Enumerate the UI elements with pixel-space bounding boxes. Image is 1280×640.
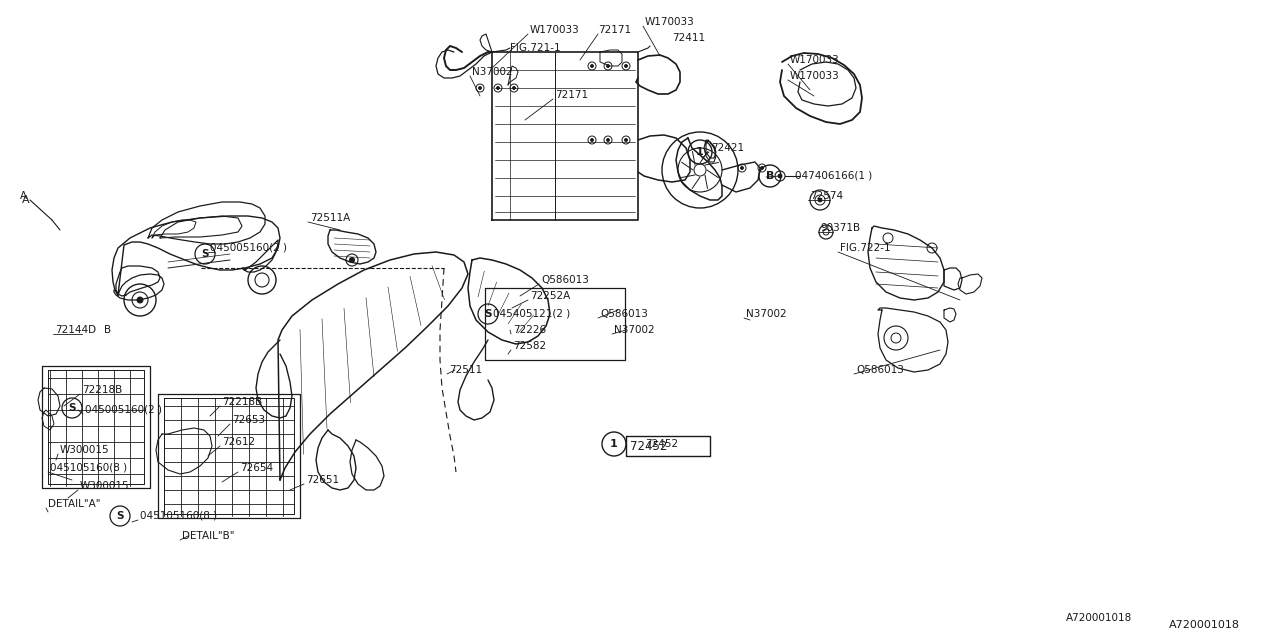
Text: A720001018: A720001018 [1169, 620, 1240, 630]
Text: Q586013: Q586013 [541, 275, 589, 285]
Text: 72582: 72582 [513, 341, 547, 351]
Text: 72171: 72171 [556, 90, 588, 100]
Text: W170033: W170033 [790, 55, 840, 65]
Text: 045105160(8 ): 045105160(8 ) [50, 463, 127, 473]
Text: 1: 1 [696, 147, 704, 157]
Text: 045105160(8 ): 045105160(8 ) [140, 511, 218, 521]
Text: W170033: W170033 [645, 17, 695, 27]
Text: 047406166(1 ): 047406166(1 ) [795, 170, 872, 180]
Circle shape [349, 257, 355, 262]
Text: 045005160(2 ): 045005160(2 ) [210, 243, 287, 253]
Circle shape [760, 166, 763, 170]
Text: 045005160(2 ): 045005160(2 ) [84, 405, 163, 415]
Circle shape [497, 86, 499, 90]
Text: 72654: 72654 [241, 463, 273, 473]
Text: 72171: 72171 [598, 25, 631, 35]
Text: S: S [201, 249, 209, 259]
Circle shape [741, 166, 744, 170]
Text: Q586013: Q586013 [600, 309, 648, 319]
Text: FIG.721-1: FIG.721-1 [509, 43, 561, 53]
Text: 72452: 72452 [630, 440, 667, 452]
Circle shape [590, 138, 594, 141]
Text: N37002: N37002 [472, 67, 512, 77]
Text: DETAIL"B": DETAIL"B" [182, 531, 234, 541]
Text: 72252A: 72252A [530, 291, 571, 301]
Text: B: B [765, 171, 774, 181]
Text: 72653: 72653 [232, 415, 265, 425]
Text: 72144D: 72144D [55, 325, 96, 335]
Circle shape [607, 65, 609, 67]
Text: S: S [484, 309, 492, 319]
Text: A: A [20, 191, 27, 201]
Text: 72574: 72574 [810, 191, 844, 201]
Text: W300015: W300015 [79, 481, 129, 491]
Circle shape [625, 138, 627, 141]
Text: 72218B: 72218B [221, 397, 262, 407]
Circle shape [625, 65, 627, 67]
Text: Q586013: Q586013 [856, 365, 904, 375]
Text: S: S [116, 511, 124, 521]
Text: 72218B: 72218B [82, 385, 123, 395]
Circle shape [590, 65, 594, 67]
Text: 72511A: 72511A [310, 213, 351, 223]
Circle shape [512, 86, 516, 90]
Circle shape [137, 297, 143, 303]
Text: 90371B: 90371B [820, 223, 860, 233]
Text: B: B [104, 325, 111, 335]
Text: W170033: W170033 [790, 71, 840, 81]
Circle shape [694, 164, 707, 176]
Text: 72411: 72411 [672, 33, 705, 43]
Text: W170033: W170033 [530, 25, 580, 35]
Text: W300015: W300015 [60, 445, 110, 455]
Text: S: S [68, 403, 76, 413]
Text: N37002: N37002 [746, 309, 787, 319]
Text: 1: 1 [611, 439, 618, 449]
Circle shape [818, 198, 822, 202]
Text: FIG.722-1: FIG.722-1 [840, 243, 891, 253]
Text: 72452: 72452 [645, 439, 678, 449]
Text: 72226: 72226 [513, 325, 547, 335]
Circle shape [778, 174, 782, 178]
Circle shape [479, 86, 481, 90]
Text: A720001018: A720001018 [1066, 613, 1132, 623]
Text: 72612: 72612 [221, 437, 255, 447]
Text: DETAIL"A": DETAIL"A" [49, 499, 101, 509]
Text: N37002: N37002 [614, 325, 654, 335]
Text: A: A [22, 195, 29, 205]
Text: 045405121(2 ): 045405121(2 ) [493, 309, 571, 319]
Text: 72421: 72421 [710, 143, 744, 153]
Circle shape [607, 138, 609, 141]
Text: 72511: 72511 [449, 365, 483, 375]
Text: 72651: 72651 [306, 475, 339, 485]
